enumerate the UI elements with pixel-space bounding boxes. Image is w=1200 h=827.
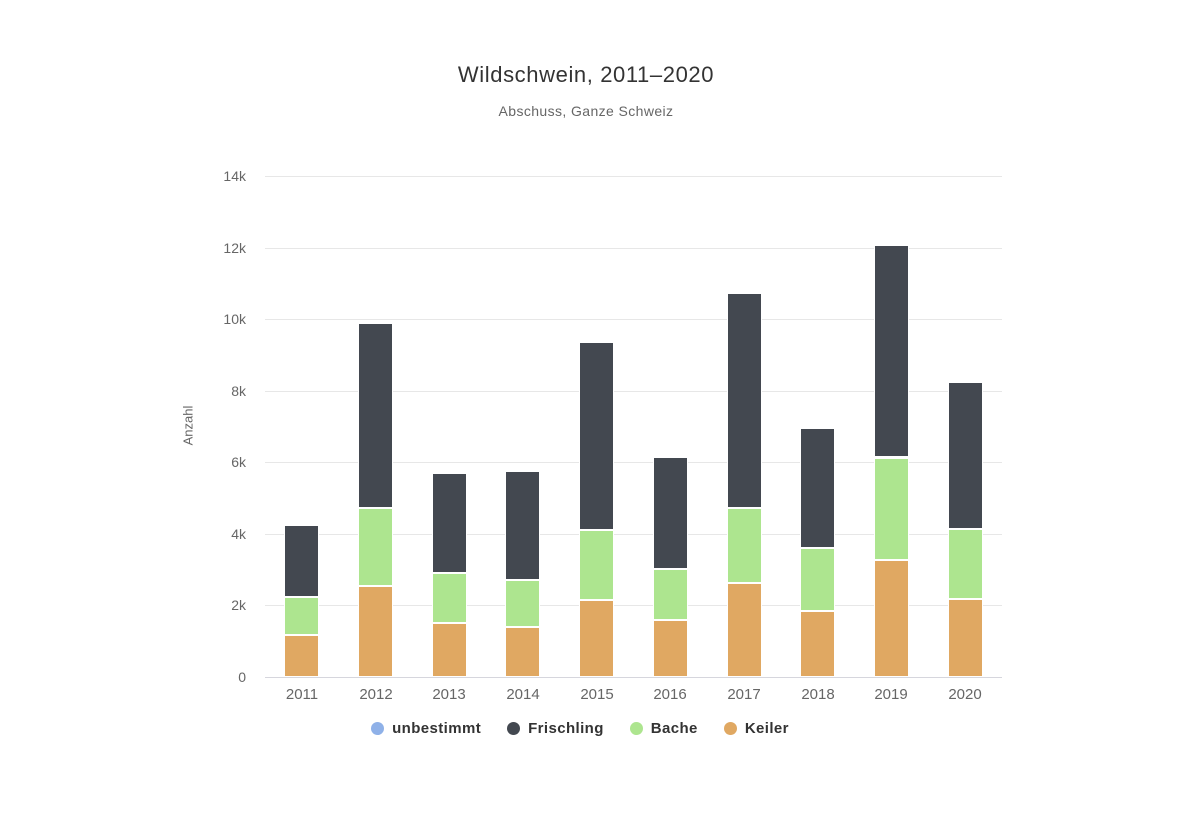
legend-label: Frischling: [528, 720, 604, 737]
bar-segment-bache-2011[interactable]: [284, 597, 319, 635]
legend-label: Keiler: [744, 720, 789, 737]
y-tick-label: 0: [238, 669, 246, 685]
bar-segment-frischling-2019[interactable]: [874, 245, 909, 457]
x-tick-label-2011: 2011: [285, 686, 319, 703]
bar-segment-frischling-2018[interactable]: [800, 428, 835, 548]
bar-segment-bache-2013[interactable]: [432, 573, 467, 623]
legend-swatch-frischling: [507, 722, 521, 735]
gridline: [265, 248, 1002, 249]
legend-swatch-keiler: [723, 722, 737, 735]
bar-segment-frischling-2017[interactable]: [727, 293, 762, 508]
bar-segment-bache-2020[interactable]: [948, 529, 983, 599]
bar-segment-frischling-2013[interactable]: [432, 473, 467, 573]
gridline: [265, 534, 1002, 535]
legend-item-keiler[interactable]: Keiler: [723, 720, 789, 737]
bar-segment-keiler-2018[interactable]: [800, 611, 835, 677]
legend-item-frischling[interactable]: Frischling: [507, 720, 604, 737]
x-axis-line: [265, 677, 1002, 678]
bar-segment-bache-2018[interactable]: [800, 548, 835, 611]
legend-item-unbestimmt[interactable]: unbestimmt: [371, 720, 481, 737]
legend-label: Bache: [650, 720, 698, 737]
bar-segment-keiler-2015[interactable]: [579, 600, 614, 677]
bar-segment-bache-2019[interactable]: [874, 458, 909, 560]
bar-segment-keiler-2017[interactable]: [727, 583, 762, 677]
gridline: [265, 176, 1002, 177]
legend-item-bache[interactable]: Bache: [629, 720, 698, 737]
gridline: [265, 391, 1002, 392]
y-tick-label: 12k: [223, 240, 246, 256]
x-tick-label-2017: 2017: [727, 686, 761, 703]
bar-segment-frischling-2014[interactable]: [505, 471, 540, 580]
bar-segment-bache-2017[interactable]: [727, 508, 762, 583]
gridline: [265, 605, 1002, 606]
bar-segment-keiler-2012[interactable]: [358, 586, 393, 677]
y-tick-label: 8k: [231, 383, 246, 399]
y-tick-label: 10k: [223, 311, 246, 327]
bar-segment-frischling-2015[interactable]: [579, 342, 614, 530]
x-tick-label-2020: 2020: [948, 686, 982, 703]
legend-label: unbestimmt: [392, 720, 482, 737]
bar-segment-keiler-2019[interactable]: [874, 560, 909, 677]
gridline: [265, 319, 1002, 320]
y-tick-label: 4k: [231, 526, 246, 542]
y-tick-label: 6k: [231, 454, 246, 470]
x-tick-label-2019: 2019: [874, 686, 908, 703]
bar-segment-frischling-2020[interactable]: [948, 382, 983, 529]
y-tick-label: 2k: [231, 597, 246, 613]
chart-title: Wildschwein, 2011–2020: [457, 62, 715, 87]
x-tick-label-2016: 2016: [653, 686, 687, 703]
bar-segment-bache-2012[interactable]: [358, 508, 393, 586]
bar-segment-frischling-2012[interactable]: [358, 323, 393, 508]
gridline: [265, 462, 1002, 463]
legend-swatch-bache: [629, 722, 643, 735]
bar-segment-bache-2015[interactable]: [579, 530, 614, 600]
x-tick-label-2013: 2013: [432, 686, 466, 703]
bar-segment-keiler-2011[interactable]: [284, 635, 319, 677]
bar-segment-keiler-2020[interactable]: [948, 599, 983, 677]
x-tick-label-2015: 2015: [580, 686, 614, 703]
bar-segment-frischling-2016[interactable]: [653, 457, 688, 569]
bar-segment-keiler-2013[interactable]: [432, 623, 467, 677]
x-tick-label-2018: 2018: [801, 686, 835, 703]
x-tick-label-2014: 2014: [506, 686, 540, 703]
legend: unbestimmt Frischling Bache Keiler: [0, 720, 1160, 737]
bar-segment-keiler-2014[interactable]: [505, 627, 540, 677]
bar-segment-bache-2014[interactable]: [505, 580, 540, 627]
bar-segment-frischling-2011[interactable]: [284, 525, 319, 597]
bar-segment-bache-2016[interactable]: [653, 569, 688, 620]
chart-subtitle: Abschuss, Ganze Schweiz: [498, 103, 674, 119]
legend-swatch-unbestimmt: [371, 722, 385, 735]
y-tick-label: 14k: [223, 168, 246, 184]
x-tick-label-2012: 2012: [359, 686, 393, 703]
bar-segment-keiler-2016[interactable]: [653, 620, 688, 677]
